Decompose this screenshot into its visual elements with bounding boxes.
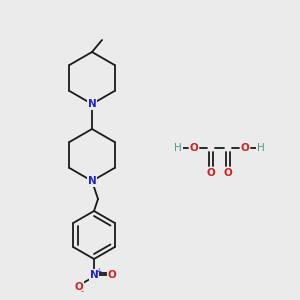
Text: N: N — [90, 270, 98, 280]
Text: O: O — [241, 143, 249, 153]
Text: +: + — [95, 266, 101, 275]
Text: N: N — [88, 99, 96, 109]
Text: H: H — [174, 143, 182, 153]
Text: O: O — [224, 168, 232, 178]
Text: O: O — [207, 168, 215, 178]
Text: -: - — [80, 287, 83, 296]
Text: O: O — [75, 282, 83, 292]
Text: O: O — [190, 143, 198, 153]
Text: N: N — [88, 176, 96, 186]
Text: O: O — [108, 270, 116, 280]
Text: H: H — [257, 143, 265, 153]
